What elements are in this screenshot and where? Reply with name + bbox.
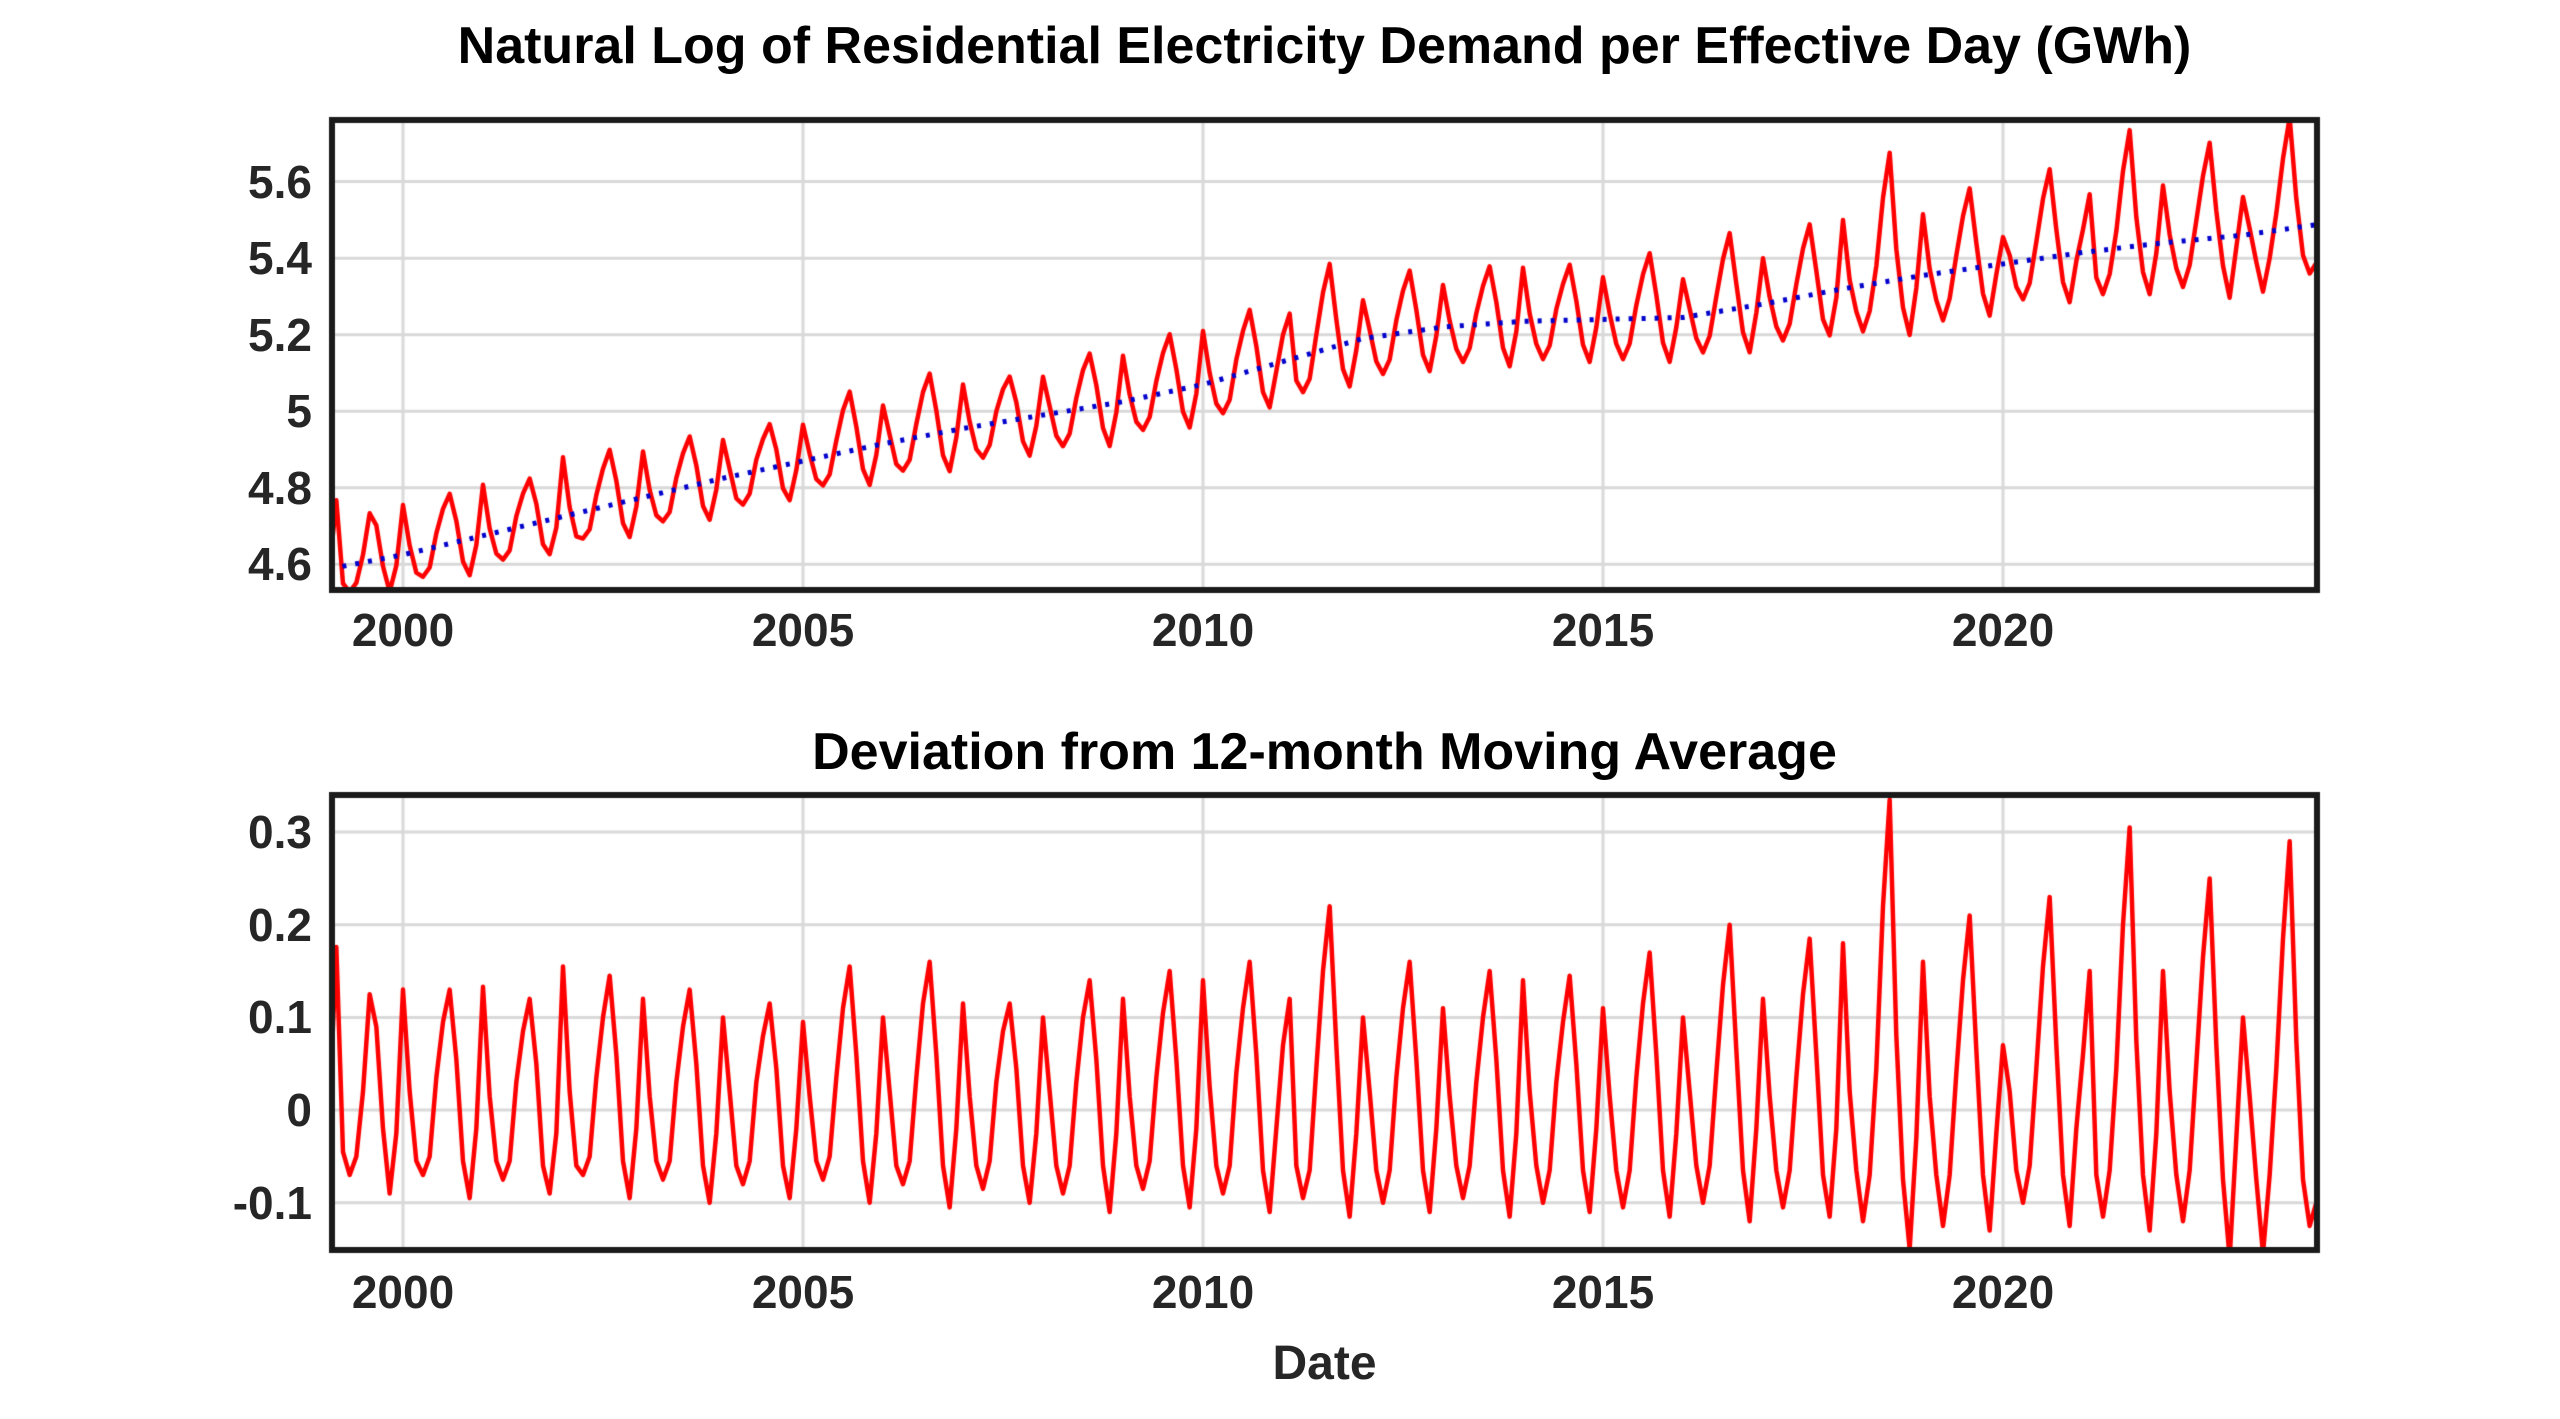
y-tick-label: 0.3 xyxy=(248,806,312,859)
y-tick-label: 0.2 xyxy=(248,898,312,951)
x-tick-label: 2000 xyxy=(351,604,455,656)
x-tick-label: 2005 xyxy=(751,1266,855,1318)
x-tick-label: 2015 xyxy=(1551,1266,1655,1318)
x-axis-label-date: Date xyxy=(1272,1337,1377,1390)
y-tick-label: 0 xyxy=(286,1084,312,1137)
y-tick-label: -0.1 xyxy=(232,1176,312,1229)
x-tick-label: 2020 xyxy=(1951,1266,2055,1318)
y-tick-label: 0.1 xyxy=(248,991,312,1044)
top-chart-title: Natural Log of Residential Electricity D… xyxy=(457,17,2192,75)
y-tick-label: 5.4 xyxy=(248,232,312,285)
y-tick-label: 4.6 xyxy=(248,538,312,591)
x-tick-label: 2020 xyxy=(1951,604,2055,656)
y-tick-label: 4.8 xyxy=(248,461,312,514)
x-tick-label: 2010 xyxy=(1151,1266,1255,1318)
x-tick-label: 2005 xyxy=(751,604,855,656)
x-tick-label: 2010 xyxy=(1151,604,1255,656)
x-tick-label: 2000 xyxy=(351,1266,455,1318)
bottom-chart-title: Deviation from 12-month Moving Average xyxy=(812,723,1837,781)
x-tick-label: 2015 xyxy=(1551,604,1655,656)
y-tick-label: 5 xyxy=(286,385,312,438)
y-tick-label: 5.2 xyxy=(248,308,312,361)
y-tick-label: 5.6 xyxy=(248,155,312,208)
